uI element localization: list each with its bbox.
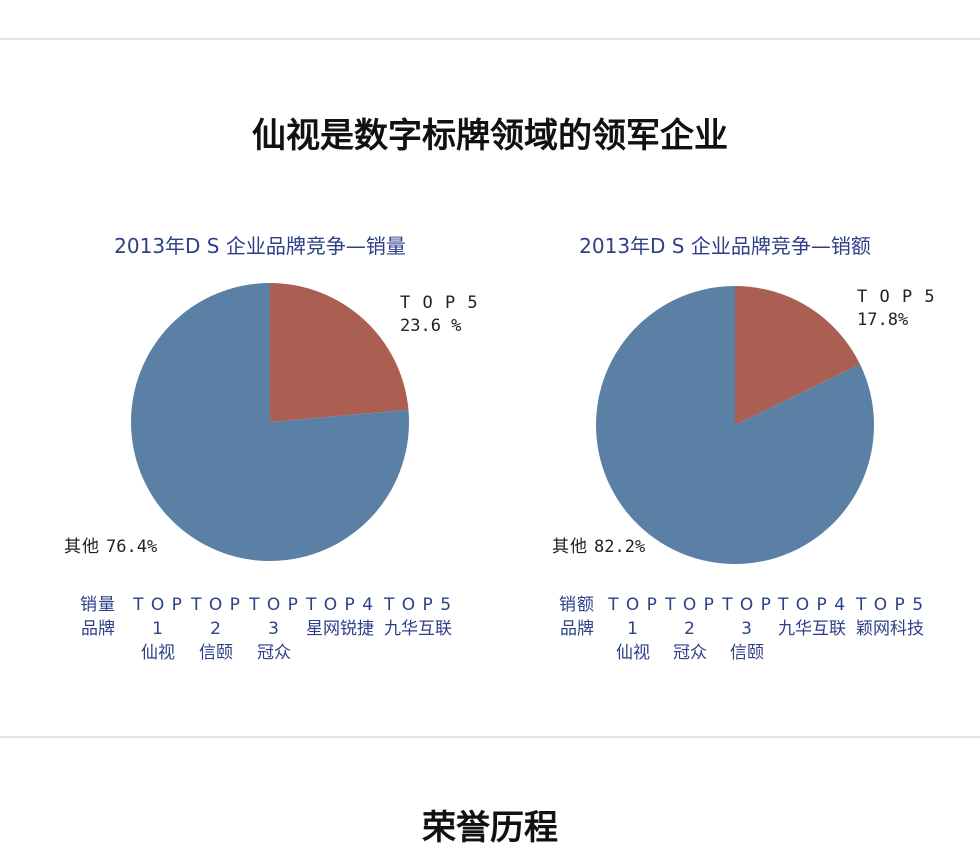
ranking-brand: 冠众 (257, 642, 291, 663)
ranking-brand: 冠众 (673, 642, 707, 663)
page-title: 仙视是数字标牌领域的领军企业 (252, 116, 728, 156)
ranking-header-brand: 品牌 (81, 618, 115, 639)
ranking-item: T O P 1 仙视 (603, 594, 663, 665)
chart-title: 2013年D S 企业品牌竞争—销额 (579, 234, 871, 258)
ranking-rank: T O P 4 (305, 595, 375, 615)
ranking-item: T O P 5 九华互联 (380, 594, 456, 642)
ranking-header: 销额 品牌 (547, 594, 607, 642)
ranking-brand: 颖网科技 (856, 618, 924, 639)
ranking-rank: T O P 5 (383, 595, 453, 615)
ranking-rank: T O P 5 (855, 595, 925, 615)
top5-slice-value: 17.8% (857, 309, 909, 330)
ranking-brand: 九华互联 (778, 618, 846, 639)
others-slice-label: 其他 76.4% (64, 536, 157, 559)
ranking-item: T O P 3 冠众 (244, 594, 304, 665)
ranking-brand: 星网锐捷 (306, 618, 374, 639)
ranking-brand: 仙视 (141, 642, 175, 663)
top5-slice-label: T O P 5 17.8% (857, 286, 936, 332)
ranking-rank: T O P 4 (777, 595, 847, 615)
top-divider (0, 38, 980, 40)
top5-slice-value: 23.6 % (400, 315, 462, 336)
pie-chart-sales-volume: 2013年D S 企业品牌竞争—销量 T O P 5 23.6 % 其他 76.4… (30, 220, 490, 663)
ranking-header-metric: 销量 (80, 595, 116, 615)
top5-slice-name: T O P 5 (400, 293, 479, 313)
ranking-item: T O P 5 颖网科技 (852, 594, 928, 642)
ranking-item: T O P 2 信颐 (186, 594, 246, 665)
pie-chart-sales-amount: 2013年D S 企业品牌竞争—销额 T O P 5 17.8% 其他 82.2%… (495, 220, 955, 663)
ranking-rank: T O P 3 (249, 595, 299, 639)
others-slice-name: 其他 (64, 537, 100, 557)
top5-slice-label: T O P 5 23.6 % (400, 292, 479, 338)
ranking-rank: T O P 2 (191, 595, 241, 639)
ranking-item: T O P 4 九华互联 (774, 594, 850, 642)
ranking-brand: 信颐 (199, 642, 233, 663)
ranking-item: T O P 3 信颐 (717, 594, 777, 665)
pie-chart-svg (131, 283, 410, 561)
ranking-brand: 仙视 (616, 642, 650, 663)
ranking-item: T O P 2 冠众 (660, 594, 720, 665)
ranking-rank: T O P 2 (665, 595, 715, 639)
others-slice-value: 76.4% (106, 537, 158, 557)
pie-chart-svg (596, 286, 875, 564)
ranking-header-metric: 销额 (559, 595, 595, 615)
ranking-item: T O P 4 星网锐捷 (302, 594, 378, 642)
ranking-rank: T O P 1 (133, 595, 183, 639)
ranking-header-brand: 品牌 (560, 618, 594, 639)
ranking-rank: T O P 1 (608, 595, 658, 639)
ranking-brand: 九华互联 (384, 618, 452, 639)
ranking-header: 销量 品牌 (68, 594, 128, 642)
top5-slice-name: T O P 5 (857, 287, 936, 307)
pie-slice-top5 (735, 286, 861, 425)
chart-title: 2013年D S 企业品牌竞争—销量 (114, 234, 406, 258)
pie-slice-top5 (270, 283, 409, 422)
pie-slice-others (596, 286, 875, 564)
honor-section-title: 荣誉历程 (422, 808, 558, 848)
others-slice-name: 其他 (552, 537, 588, 557)
others-slice-value: 82.2% (594, 537, 646, 557)
others-slice-label: 其他 82.2% (552, 536, 645, 559)
ranking-item: T O P 1 仙视 (128, 594, 188, 665)
ranking-rank: T O P 3 (722, 595, 772, 639)
pie-slice-others (131, 283, 410, 561)
section-divider (0, 736, 980, 738)
ranking-brand: 信颐 (730, 642, 764, 663)
